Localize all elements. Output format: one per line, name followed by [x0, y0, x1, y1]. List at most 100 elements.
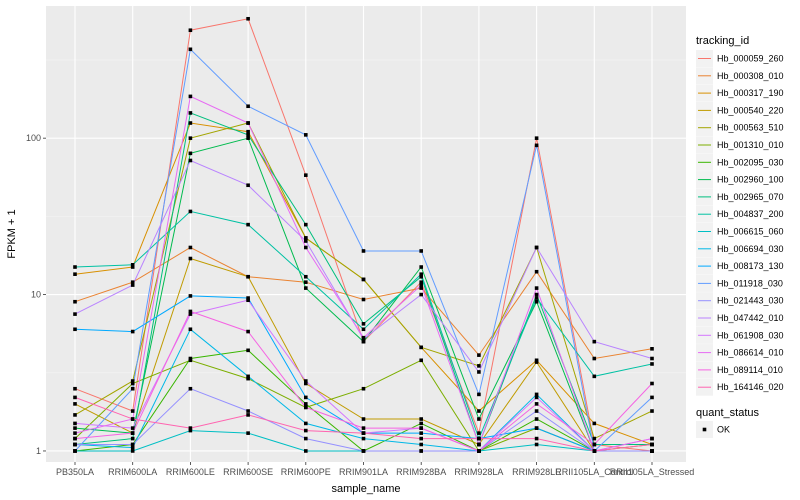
- data-points: [73, 16, 654, 453]
- data-point: [650, 362, 654, 366]
- data-point: [73, 327, 77, 332]
- data-point: [650, 442, 654, 447]
- data-point: [361, 431, 366, 435]
- data-point: [188, 309, 193, 314]
- data-point: [304, 245, 308, 250]
- data-point: [477, 449, 481, 453]
- data-point: [130, 417, 135, 421]
- legend-label: Hb_000540_220: [717, 105, 784, 115]
- data-point: [419, 421, 423, 426]
- data-point: [246, 298, 250, 303]
- data-point: [130, 262, 135, 267]
- data-point: [73, 402, 77, 406]
- data-point: [534, 143, 539, 148]
- data-point: [188, 136, 193, 140]
- data-point: [304, 379, 308, 383]
- data-point: [534, 436, 539, 441]
- data-point: [188, 158, 193, 163]
- data-point: [419, 345, 423, 350]
- data-point: [73, 265, 77, 269]
- data-point: [419, 292, 423, 297]
- legend-label: Hb_000059_260: [717, 54, 784, 64]
- x-tick-label: PB350LA: [56, 467, 94, 477]
- shape-legend-label: OK: [717, 425, 730, 435]
- data-point: [419, 449, 423, 453]
- data-point: [73, 449, 77, 453]
- data-point: [361, 417, 366, 421]
- data-point: [304, 405, 308, 410]
- data-point: [130, 329, 135, 334]
- legend-label: Hb_002095_030: [717, 157, 784, 167]
- data-point: [130, 426, 135, 430]
- x-tick-label: RRII105LA_Control: [555, 467, 633, 477]
- data-point: [73, 272, 77, 276]
- data-point: [592, 356, 597, 361]
- data-point: [246, 16, 250, 21]
- data-point: [246, 413, 250, 417]
- data-point: [304, 286, 308, 290]
- data-point: [361, 322, 366, 326]
- data-point: [130, 381, 135, 386]
- x-tick-label: RRIM928BA: [396, 467, 446, 477]
- x-tick-label: RRIM600LA: [108, 467, 157, 477]
- data-point: [73, 386, 77, 391]
- data-point: [592, 421, 597, 426]
- data-point: [246, 374, 250, 379]
- data-point: [246, 296, 250, 300]
- data-point: [534, 409, 539, 413]
- data-point: [188, 245, 193, 250]
- data-point: [592, 339, 597, 344]
- data-point: [130, 442, 135, 447]
- data-point: [246, 376, 250, 381]
- data-point: [304, 236, 308, 240]
- data-point: [246, 136, 250, 140]
- data-point: [592, 449, 597, 453]
- x-axis-title: sample_name: [331, 483, 400, 495]
- data-point: [650, 395, 654, 400]
- x-tick-label: RRIM928LE: [512, 467, 561, 477]
- data-point: [304, 133, 308, 137]
- data-point: [361, 386, 366, 391]
- data-point: [304, 239, 308, 243]
- legend-label: Hb_164146_020: [717, 382, 784, 392]
- shape-legend-title: quant_status: [696, 407, 759, 419]
- data-point: [477, 417, 481, 421]
- data-point: [130, 280, 135, 284]
- data-point: [188, 256, 193, 261]
- x-tick-label: RRIM928LA: [454, 467, 503, 477]
- data-point: [419, 249, 423, 253]
- data-point: [361, 249, 366, 253]
- data-point: [188, 386, 193, 391]
- legend-label: Hb_008173_130: [717, 261, 784, 271]
- legend-label: Hb_002960_100: [717, 175, 784, 185]
- data-point: [188, 428, 193, 433]
- data-point: [592, 374, 597, 379]
- data-point: [73, 413, 77, 417]
- data-point: [361, 449, 366, 453]
- shape-legend-key-point: [702, 427, 707, 432]
- data-point: [188, 426, 193, 430]
- color-legend: tracking_id Hb_000059_260 Hb_000308_010 Hb…: [696, 35, 784, 396]
- legend-label: Hb_089114_010: [717, 365, 783, 375]
- data-point: [361, 426, 366, 430]
- legend-label: Hb_086614_010: [717, 348, 784, 358]
- data-point: [130, 445, 135, 450]
- data-point: [246, 222, 250, 227]
- data-point: [419, 286, 423, 290]
- data-point: [419, 358, 423, 363]
- data-point: [246, 274, 250, 279]
- data-point: [419, 417, 423, 421]
- data-point: [592, 436, 597, 441]
- data-point: [534, 269, 539, 274]
- data-point: [650, 356, 654, 361]
- x-tick-label: RRIM600LE: [166, 467, 215, 477]
- data-point: [246, 329, 250, 334]
- y-tick-label: 1: [36, 446, 41, 456]
- data-point: [246, 129, 250, 134]
- data-point: [650, 436, 654, 441]
- data-point: [188, 121, 193, 125]
- data-point: [188, 47, 193, 52]
- data-point: [477, 436, 481, 441]
- data-point: [188, 94, 193, 99]
- data-point: [304, 421, 308, 426]
